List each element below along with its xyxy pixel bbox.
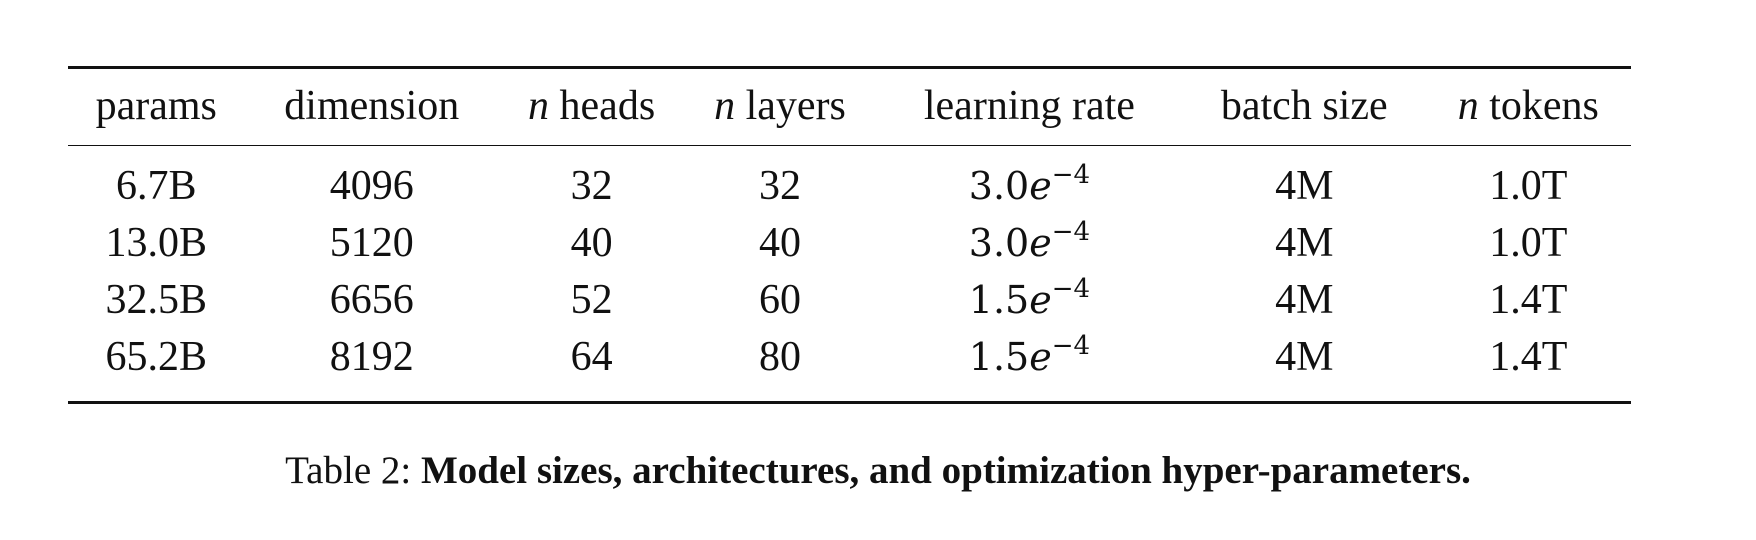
header-tokens: n tokens: [1426, 68, 1631, 146]
table-body: 6.7B 4096 32 32 3.0e−4 4M 1.0T 13.0B 512…: [68, 146, 1631, 403]
cell-heads: 40: [570, 220, 613, 266]
header-layers: n layers: [684, 68, 876, 146]
header-label: tokens: [1478, 83, 1599, 129]
header-params: params: [68, 68, 244, 146]
lr-mantissa: 1.5: [968, 278, 1030, 322]
cell-params: 65.2B: [105, 334, 207, 380]
cell-batch-size: 4M: [1275, 334, 1334, 380]
header-dimension: dimension: [244, 68, 499, 146]
header-heads: n heads: [499, 68, 684, 146]
header-batch-size: batch size: [1183, 68, 1426, 146]
cell-tokens: 1.4T: [1489, 334, 1568, 380]
lr-mantissa: 3.0: [968, 221, 1030, 265]
table-caption: Table 2: Model sizes, architectures, and…: [0, 448, 1756, 493]
header-label: heads: [549, 83, 656, 129]
header-label: layers: [735, 83, 846, 129]
cell-batch-size: 4M: [1275, 163, 1334, 209]
header-label: learning rate: [923, 83, 1135, 129]
cell-layers: 60: [758, 277, 801, 323]
table-row: 6.7B 4096 32 32 3.0e−4 4M 1.0T: [68, 146, 1631, 216]
cell-dimension: 4096: [329, 163, 414, 209]
cell-learning-rate: 3.0e−4: [876, 146, 1183, 216]
cell-learning-rate: 1.5e−4: [876, 329, 1183, 403]
cell-params: 6.7B: [115, 163, 197, 209]
cell-layers: 40: [758, 220, 801, 266]
lr-e: e: [1029, 278, 1052, 322]
cell-tokens: 1.0T: [1489, 163, 1568, 209]
lr-e: e: [1029, 164, 1052, 208]
cell-params: 32.5B: [105, 277, 207, 323]
lr-e: e: [1029, 221, 1052, 265]
table-header: params dimension n heads n layers learni…: [68, 67, 1631, 146]
cell-layers: 80: [758, 334, 801, 380]
hyperparameter-table-container: params dimension n heads n layers learni…: [68, 66, 1631, 404]
cell-params: 13.0B: [105, 220, 207, 266]
cell-dimension: 6656: [329, 277, 414, 323]
header-label: params: [95, 83, 217, 129]
header-prefix: n: [528, 83, 550, 129]
lr-mantissa: 1.5: [968, 335, 1030, 379]
table-row: 65.2B 8192 64 80 1.5e−4 4M 1.4T: [68, 329, 1631, 403]
cell-tokens: 1.0T: [1489, 220, 1568, 266]
hyperparameter-table: params dimension n heads n layers learni…: [68, 66, 1631, 404]
table-row: 13.0B 5120 40 40 3.0e−4 4M 1.0T: [68, 215, 1631, 272]
header-label: batch size: [1220, 83, 1388, 129]
lr-exponent: −4: [1051, 160, 1091, 190]
header-prefix: n: [714, 83, 736, 129]
cell-tokens: 1.4T: [1489, 277, 1568, 323]
header-prefix: n: [1457, 83, 1479, 129]
lr-exponent: −4: [1051, 274, 1091, 304]
header-learning-rate: learning rate: [876, 68, 1183, 146]
caption-label: Table 2:: [285, 449, 412, 492]
lr-exponent: −4: [1051, 331, 1091, 361]
cell-heads: 32: [570, 163, 613, 209]
cell-dimension: 5120: [329, 220, 414, 266]
cell-learning-rate: 1.5e−4: [876, 272, 1183, 329]
lr-exponent: −4: [1051, 217, 1091, 247]
cell-dimension: 8192: [329, 334, 414, 380]
cell-layers: 32: [758, 163, 801, 209]
cell-heads: 52: [570, 277, 613, 323]
cell-batch-size: 4M: [1275, 220, 1334, 266]
caption-text: Model sizes, architectures, and optimiza…: [420, 449, 1471, 492]
cell-learning-rate: 3.0e−4: [876, 215, 1183, 272]
table-row: 32.5B 6656 52 60 1.5e−4 4M 1.4T: [68, 272, 1631, 329]
cell-heads: 64: [570, 334, 613, 380]
cell-batch-size: 4M: [1275, 277, 1334, 323]
lr-e: e: [1029, 335, 1052, 379]
header-label: dimension: [284, 83, 460, 129]
header-row: params dimension n heads n layers learni…: [68, 67, 1631, 146]
lr-mantissa: 3.0: [968, 164, 1030, 208]
